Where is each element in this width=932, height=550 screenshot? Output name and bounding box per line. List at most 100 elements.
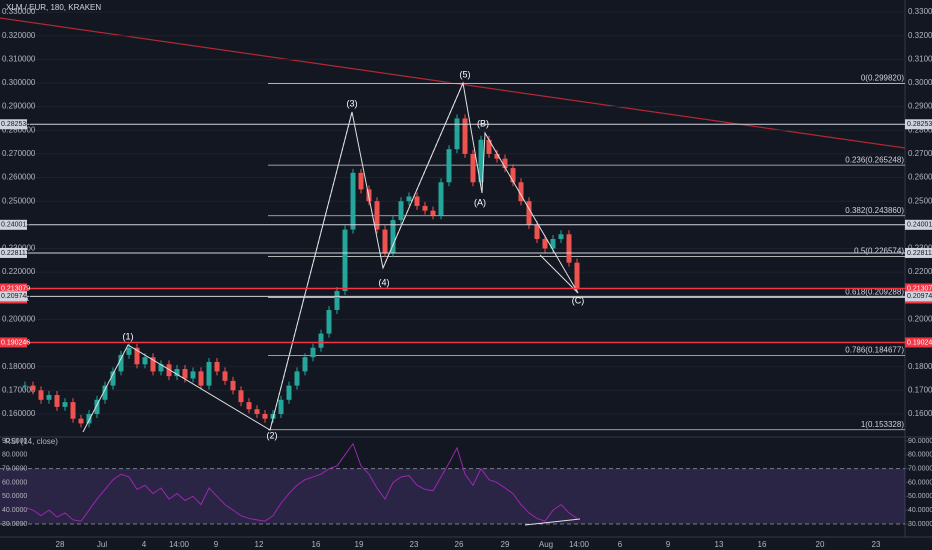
- candle-body: [374, 201, 380, 230]
- candle-body: [62, 402, 68, 407]
- candle-body: [102, 385, 108, 400]
- price-tag: [905, 337, 932, 348]
- price-tick-label: 0.260000: [2, 173, 36, 182]
- time-label: 9: [666, 540, 671, 549]
- price-tag: [905, 291, 932, 302]
- price-tick-label: 0.160000: [2, 409, 36, 418]
- candle-body: [174, 369, 180, 377]
- price-tag-label: 0.282538: [907, 121, 932, 128]
- candle-body: [390, 220, 396, 254]
- wave-label: (5): [460, 69, 471, 79]
- candle-body: [278, 399, 284, 414]
- candle-body: [246, 402, 252, 410]
- price-tick-label: 0.180000: [2, 362, 36, 371]
- time-label: 16: [758, 540, 767, 549]
- fib-label: 0.5(0.226574): [854, 247, 904, 256]
- price-tick-label: 0.330000: [2, 7, 36, 16]
- candle-body: [70, 402, 76, 419]
- price-tick-label: 0.320000: [2, 31, 36, 40]
- candle-body: [510, 168, 516, 183]
- candle-body: [550, 239, 556, 249]
- time-label: Aug: [539, 540, 553, 549]
- candle-body: [94, 399, 100, 414]
- candle-body: [150, 357, 156, 372]
- price-tag-label: 0.190246: [907, 339, 932, 346]
- rsi-line: [24, 442, 578, 522]
- price-tag-label: 0.213079: [907, 285, 932, 292]
- time-label: 9: [214, 540, 219, 549]
- candle-body: [286, 385, 292, 400]
- candle-body: [182, 369, 188, 379]
- candle-body: [158, 364, 164, 372]
- price-tick-label: 0.220000: [2, 267, 36, 276]
- candle-body: [446, 149, 452, 183]
- candle-body: [518, 182, 524, 202]
- candle-body: [350, 172, 356, 230]
- rsi-tick-label: 30.0000: [2, 521, 27, 528]
- rsi-tick-label: 50.0000: [908, 493, 932, 500]
- candle-body: [422, 205, 428, 211]
- price-tick-label: 0.170000: [908, 385, 932, 394]
- wave-label: (1): [123, 331, 134, 341]
- candle-body: [526, 201, 532, 225]
- price-tag: [0, 219, 27, 230]
- wave-label: (4): [379, 277, 390, 287]
- price-tick-label: 0.300000: [908, 78, 932, 87]
- candle-body: [198, 371, 204, 386]
- wave-label: (3): [347, 98, 358, 108]
- time-label: 26: [455, 540, 464, 549]
- price-tag: [905, 247, 932, 258]
- rsi-tick-label: 60.0000: [908, 479, 932, 486]
- price-tick-label: 0.310000: [2, 54, 36, 63]
- price-tag: [0, 119, 27, 130]
- price-tag: [0, 247, 27, 258]
- time-label: 13: [715, 540, 724, 549]
- rsi-label: RSI (14, close): [5, 437, 58, 446]
- time-label: 20: [816, 540, 825, 549]
- time-label: 28: [56, 540, 65, 549]
- price-tick-label: 0.250000: [2, 196, 36, 205]
- candle-body: [126, 347, 132, 355]
- candle-body: [318, 333, 324, 348]
- candle-body: [438, 182, 444, 216]
- wave-label: (C): [572, 295, 585, 305]
- candle-body: [270, 413, 276, 419]
- price-tick-label: 0.220000: [908, 267, 932, 276]
- candle-body: [478, 139, 484, 183]
- candle-body: [254, 409, 260, 414]
- time-label: 23: [872, 540, 881, 549]
- price-tick-label: 0.280000: [2, 125, 36, 134]
- price-tag: [905, 119, 932, 130]
- candle-body: [454, 118, 460, 150]
- candle-body: [230, 380, 236, 391]
- wave-label: (2): [267, 430, 278, 440]
- price-tag-label: 0.190246: [1, 339, 30, 346]
- time-label: 12: [255, 540, 264, 549]
- rsi-tick-label: 40.0000: [908, 507, 932, 514]
- rsi-tick-label: 80.0000: [2, 452, 27, 459]
- candle-body: [262, 413, 268, 419]
- candle-body: [558, 234, 564, 240]
- price-tick-label: 0.270000: [908, 149, 932, 158]
- time-label: 14:00: [169, 540, 190, 549]
- time-label: 16: [312, 540, 321, 549]
- candle-body: [206, 361, 212, 386]
- candle-body: [214, 361, 220, 372]
- fib-label: 0.786(0.184677): [845, 346, 904, 355]
- rsi-tick-label: 60.0000: [2, 479, 27, 486]
- candle-body: [86, 413, 92, 424]
- chart-title: XLM / EUR, 180, KRAKEN: [6, 3, 101, 12]
- candle-body: [566, 234, 572, 263]
- price-tag: [905, 283, 932, 294]
- time-label: 23: [410, 540, 419, 549]
- fib-label: 0.382(0.243860): [845, 206, 904, 215]
- price-tag: [0, 283, 27, 294]
- price-tag-label: 0.228111: [907, 250, 932, 257]
- time-label: Jul: [97, 540, 107, 549]
- candle-body: [142, 357, 148, 365]
- price-tag-label: 0.240012: [907, 222, 932, 229]
- price-tick-label: 0.180000: [908, 362, 932, 371]
- candle-body: [190, 371, 196, 379]
- candle-body: [22, 385, 28, 387]
